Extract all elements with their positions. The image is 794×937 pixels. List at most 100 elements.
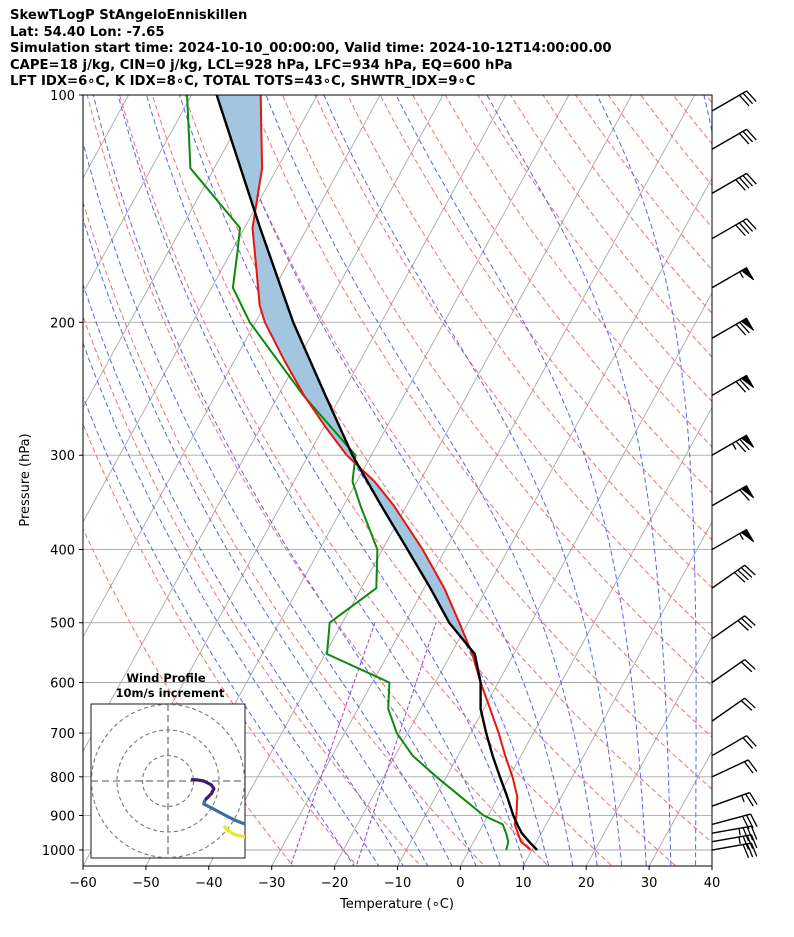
y-tick-label: 500 (50, 617, 75, 632)
wind-barb-feather (734, 571, 746, 583)
wind-barb (711, 615, 756, 640)
hodograph-trace (190, 778, 216, 802)
moist-adiabat (596, 95, 697, 866)
x-tick-label: −50 (132, 876, 159, 891)
wind-barb (711, 90, 757, 112)
x-tick-label: 20 (578, 876, 595, 891)
wind-barb (711, 697, 756, 722)
wind-barb-feather (743, 761, 754, 774)
moist-adiabat (323, 95, 623, 866)
isotherm (334, 177, 712, 866)
x-tick-label: 40 (704, 876, 721, 891)
y-tick-label: 900 (50, 809, 75, 824)
wind-barb-staff (711, 825, 752, 834)
wind-barb-feather (750, 813, 758, 828)
wind-barb-feather (735, 440, 747, 453)
dry-adiabat (477, 95, 712, 403)
x-tick-label: 10 (515, 876, 532, 891)
wind-barb-feather (739, 379, 750, 391)
moist-adiabat (486, 95, 672, 866)
wind-barb-staff (711, 658, 746, 684)
moist-adiabat (265, 95, 598, 866)
wind-barb (711, 791, 758, 807)
y-tick-label: 100 (50, 89, 75, 104)
wind-barb-feather (746, 843, 754, 858)
wind-barb-feather (742, 175, 754, 187)
hodograph-trace (222, 824, 245, 839)
wind-barb-staff (711, 842, 752, 851)
profile-lines (186, 95, 538, 851)
wind-barb (711, 434, 755, 456)
isotherm (711, 865, 712, 866)
wind-barb (711, 218, 757, 240)
wind-barb-flag (740, 267, 755, 281)
wind-barb-staff (711, 434, 747, 456)
wind-barb-feather (750, 834, 758, 849)
moist-adiabat (178, 95, 550, 866)
wind-barb-staff (711, 128, 747, 150)
wind-barb-feather (742, 130, 754, 143)
x-tick-label: −10 (384, 876, 411, 891)
x-tick-label: 0 (456, 876, 464, 891)
wind-barb-feather (735, 224, 746, 237)
moist-adiabat (83, 217, 429, 866)
isotherm (459, 406, 712, 866)
wind-barb-feather (744, 615, 756, 627)
wind-barb-feather (739, 489, 750, 501)
wind-barb (711, 842, 758, 859)
mixing-ratio-line (290, 622, 376, 866)
wind-barb-flag (740, 434, 755, 448)
wind-barb-staff (711, 218, 747, 240)
chart-title-indices-2: LFT IDX=6∘C, K IDX=8∘C, TOTAL TOTS=43∘C,… (10, 74, 476, 89)
dry-adiabat (119, 95, 613, 866)
dry-adiabat (574, 95, 712, 271)
moist-adiabat (83, 140, 453, 866)
wind-barb (711, 658, 756, 684)
isotherm (396, 291, 712, 866)
wind-barb-feather (750, 825, 758, 840)
wind-barb-feather (738, 94, 750, 107)
moist-adiabat (117, 95, 501, 866)
wind-barb-staff (711, 528, 747, 551)
dry-adiabat (412, 95, 712, 494)
wind-barb-feather (742, 835, 750, 850)
wind-barb-feather (740, 661, 753, 673)
wind-barb-flag (740, 528, 755, 543)
y-tick-label: 300 (50, 449, 75, 464)
dry-adiabat (347, 95, 712, 589)
isotherm (648, 750, 712, 866)
wind-barb-feather (735, 323, 747, 336)
wind-barb-feather (737, 620, 749, 631)
hodograph-title: Wind Profile (126, 671, 206, 685)
parcel-profile (215, 95, 538, 851)
dry-adiabat (86, 95, 550, 866)
wind-barb-half-feather (741, 795, 745, 803)
wind-barb (711, 172, 757, 195)
wind-barb-feather (742, 92, 754, 105)
x-tick-label: −60 (69, 876, 96, 891)
wind-barb-feather (744, 564, 756, 576)
wind-barb-feather (735, 179, 746, 191)
chart-header: SkewTLogP StAngeloEnniskillen Lat: 54.40… (10, 8, 612, 91)
chart-title-location: Lat: 54.40 Lon: -7.65 (10, 24, 165, 40)
moist-adiabat (745, 78, 784, 881)
wind-barb-staff (711, 615, 746, 640)
wind-barb-feather (746, 90, 757, 103)
isotherm (0, 60, 85, 881)
wind-barb-feather (744, 659, 756, 670)
isotherm (208, 95, 633, 866)
wind-barb-feather (746, 826, 754, 841)
wind-barb-staff (711, 813, 751, 826)
wind-barb-feather (745, 793, 754, 807)
wind-barb-half-feather (731, 443, 737, 450)
x-tick-label: −40 (195, 876, 222, 891)
wind-barbs (711, 90, 758, 859)
wind-barb (711, 317, 755, 339)
wind-barb-feather (744, 697, 756, 709)
wind-barb (711, 735, 757, 757)
wind-barb-feather (738, 222, 750, 234)
dry-adiabat (444, 95, 712, 448)
moist-adiabat (218, 95, 574, 866)
wind-barb-feather (750, 842, 758, 857)
wind-barb-feather (742, 737, 754, 749)
